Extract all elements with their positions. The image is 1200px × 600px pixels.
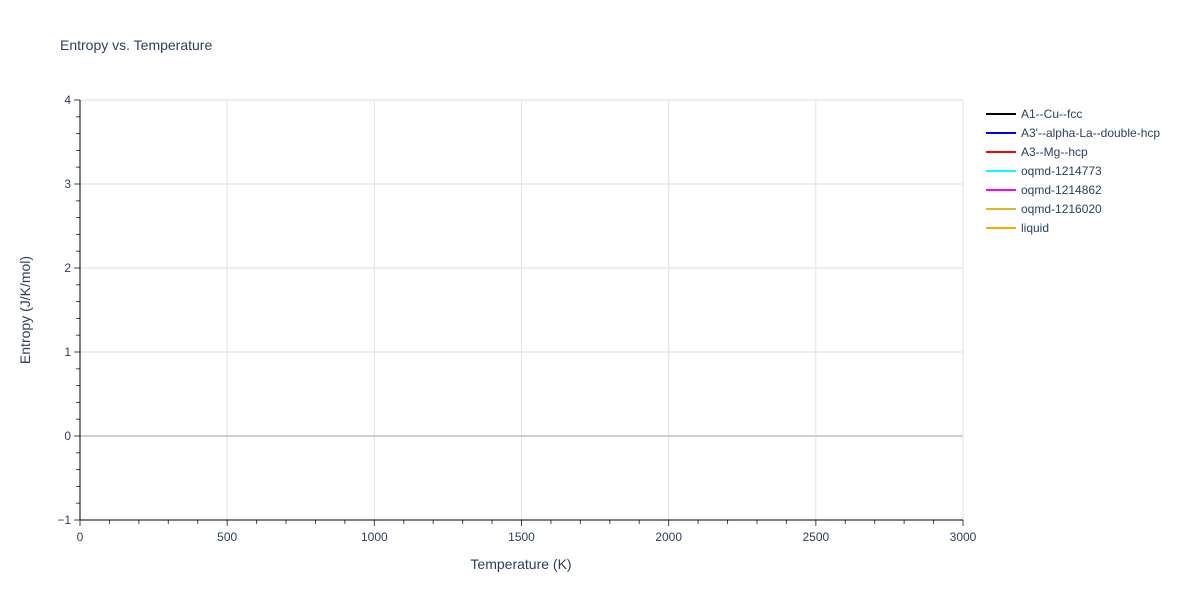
x-tick-label: 3000 — [950, 530, 977, 544]
x-axis-label: Temperature (K) — [470, 556, 571, 572]
y-tick-label: 3 — [64, 177, 71, 191]
legend-item-label: A3'--alpha-La--double-hcp — [1021, 126, 1160, 140]
legend-item-label: A3--Mg--hcp — [1021, 145, 1088, 159]
x-tick-label: 2000 — [655, 530, 682, 544]
x-tick-label: 1000 — [361, 530, 388, 544]
legend-item-label: liquid — [1021, 221, 1049, 235]
y-tick-label: 2 — [64, 261, 71, 275]
x-tick-label: 1500 — [508, 530, 535, 544]
y-axis-label: Entropy (J/K/mol) — [17, 256, 33, 364]
legend: A1--Cu--fcc A3'--alpha-La--double-hcp A3--… — [986, 107, 1160, 235]
legend-item-label: oqmd-1216020 — [1021, 202, 1102, 216]
gridlines — [80, 99, 964, 520]
y-tick-label: 1 — [64, 345, 71, 359]
chart-title: Entropy vs. Temperature — [60, 37, 212, 53]
y-tick-label: −1 — [57, 513, 71, 527]
legend-item-label: oqmd-1214862 — [1021, 183, 1102, 197]
legend-item-label: oqmd-1214773 — [1021, 164, 1102, 178]
x-tick-label: 500 — [217, 530, 237, 544]
x-tick-label: 0 — [77, 530, 84, 544]
y-tick-label: 0 — [64, 429, 71, 443]
axes: 0 500 1000 1500 2000 2500 3000 −1 0 1 2 3 4 — [57, 93, 976, 544]
x-tick-label: 2500 — [802, 530, 829, 544]
legend-item-label: A1--Cu--fcc — [1021, 107, 1082, 121]
y-tick-label: 4 — [64, 93, 71, 107]
